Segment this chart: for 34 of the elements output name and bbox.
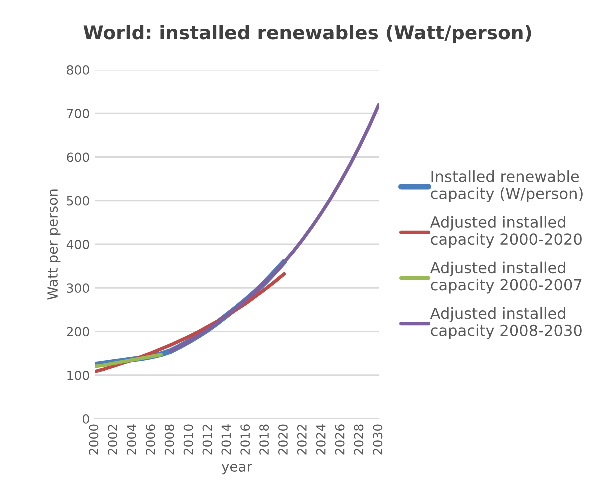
y-tick-label: 800 [67, 65, 90, 75]
x-tick-label: 2014 [222, 424, 232, 455]
x-tick-label: 2024 [316, 424, 326, 455]
chart-title: World: installed renewables (Watt/person) [84, 25, 532, 44]
line-series [169, 103, 379, 354]
x-tick-label: 2026 [335, 424, 345, 455]
x-tick-label: 2030 [373, 424, 383, 455]
y-tick-label: 700 [67, 109, 90, 119]
x-tick-label: 2010 [184, 424, 194, 455]
legend-label: Adjusted installed capacity 2000-2020 [430, 216, 582, 248]
legend-label: Adjusted installed capacity 2008-2030 [430, 307, 582, 340]
y-tick-label: 600 [67, 152, 90, 162]
x-tick-label: 2008 [164, 424, 174, 455]
y-tick-label: 100 [68, 370, 90, 380]
x-tick-label: 2002 [108, 425, 118, 455]
x-tick-label: 2028 [354, 424, 364, 455]
x-tick-label: 2004 [127, 424, 136, 455]
legend-label: Installed renewable capacity (W/person) [431, 170, 583, 202]
x-tick-label: 2006 [146, 424, 156, 455]
x-axis-title: year [222, 464, 252, 475]
y-tick-label: 500 [67, 196, 90, 206]
x-tick-label: 2012 [202, 425, 212, 455]
x-tick-label: 2000 [89, 424, 99, 455]
x-tick-label: 2020 [278, 424, 288, 455]
x-tick-label: 2018 [260, 424, 270, 455]
y-tick-label: 400 [66, 240, 90, 250]
x-tick-label: 2022 [297, 425, 307, 455]
legend-label: Adjusted installed capacity 2000-2007 [430, 262, 582, 294]
x-tick-label: 2016 [240, 424, 250, 455]
y-tick-label: 0 [83, 414, 90, 424]
y-tick-label: 300 [67, 284, 90, 294]
y-tick-label: 200 [67, 327, 90, 337]
line-series [95, 353, 163, 368]
y-axis-title: Watt per person [48, 190, 61, 300]
